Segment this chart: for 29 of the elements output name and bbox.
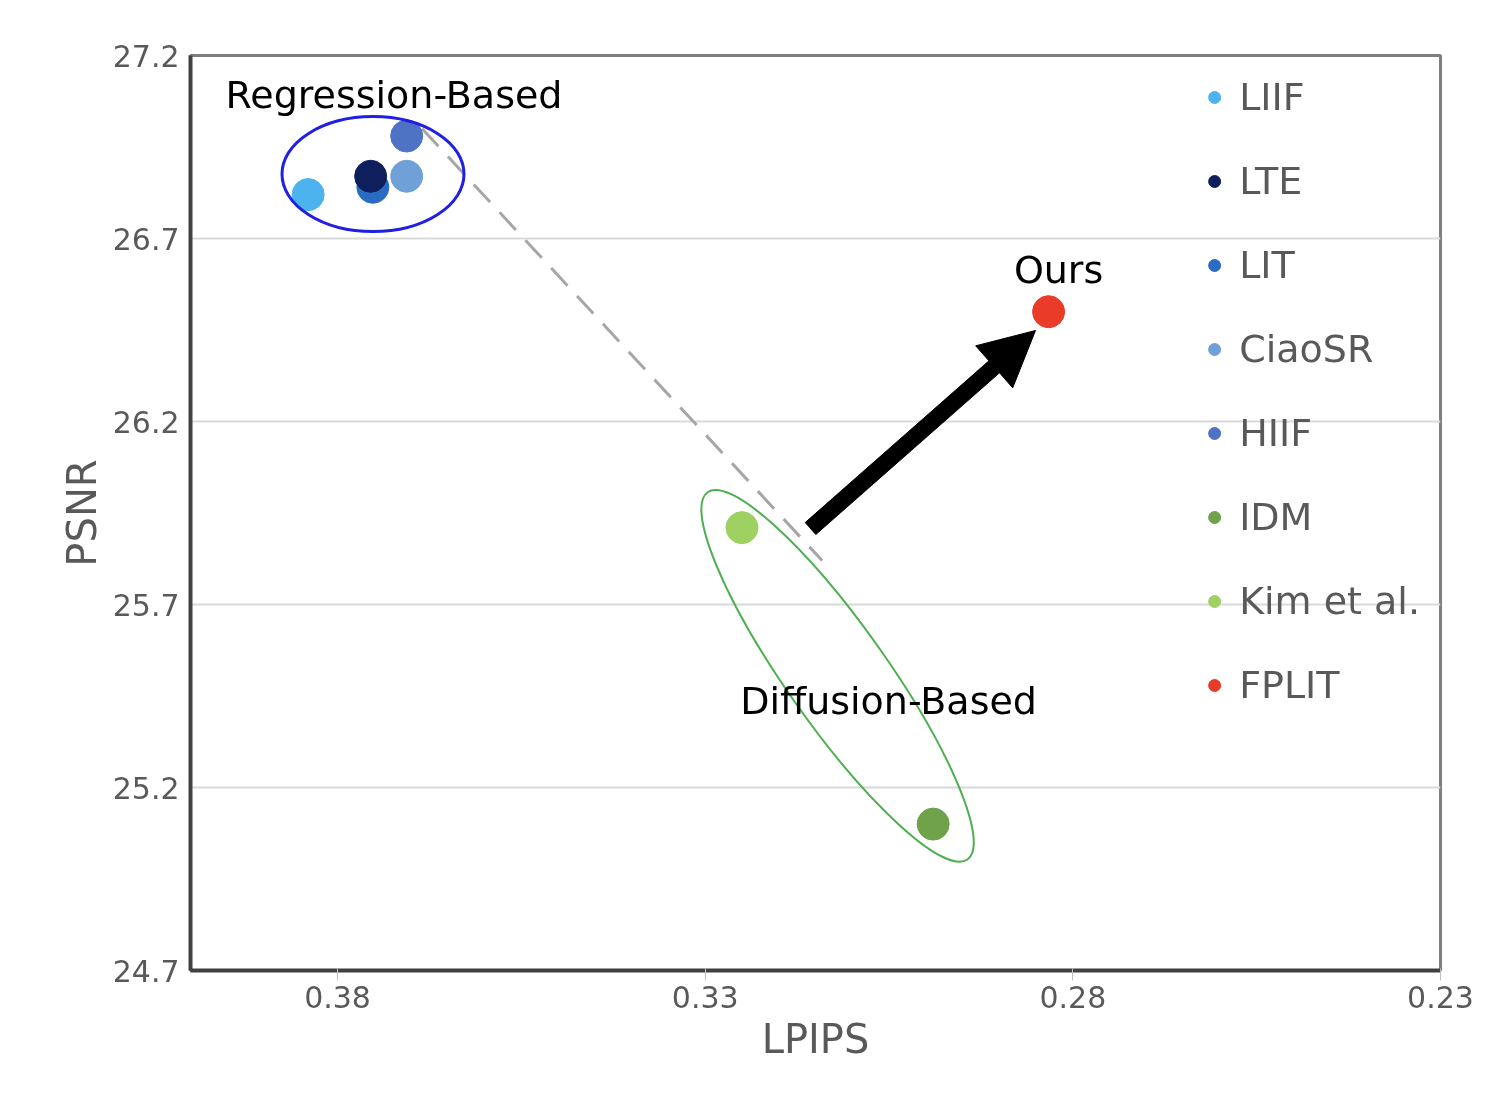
x-tick-label: 0.33: [671, 979, 739, 1015]
point: [291, 178, 325, 212]
point: [1032, 295, 1066, 329]
legend-label: IDM: [1239, 495, 1313, 539]
point: [390, 159, 424, 193]
x-tick-label: 0.38: [304, 979, 371, 1015]
point: [354, 159, 388, 193]
point: [725, 511, 759, 545]
annotation: Regression-Based: [225, 73, 563, 118]
legend-label: Kim et al.: [1239, 579, 1420, 623]
legend-label: LTE: [1239, 159, 1303, 203]
legend-label: LIIF: [1239, 75, 1305, 119]
y-tick-label: 26.2: [112, 404, 180, 440]
point: [916, 807, 950, 841]
y-tick-label: 25.2: [112, 770, 180, 806]
y-tick-label: 24.7: [112, 953, 180, 989]
x-tick-label: 0.23: [1407, 979, 1474, 1015]
x-tick-label: 0.28: [1039, 979, 1107, 1015]
legend-label: FPLIT: [1239, 663, 1340, 707]
legend-label: LIT: [1239, 243, 1295, 287]
legend-label: CiaoSR: [1239, 327, 1374, 371]
y-axis-title: PSNR: [58, 459, 105, 567]
y-tick-label: 26.7: [112, 221, 180, 257]
legend-label: HIIF: [1239, 411, 1312, 455]
point: [390, 119, 424, 153]
y-tick-label: 27.2: [112, 38, 180, 74]
y-tick-label: 25.7: [112, 587, 180, 623]
x-axis-title: LPIPS: [761, 1015, 870, 1062]
annotation: Ours: [1013, 247, 1104, 292]
